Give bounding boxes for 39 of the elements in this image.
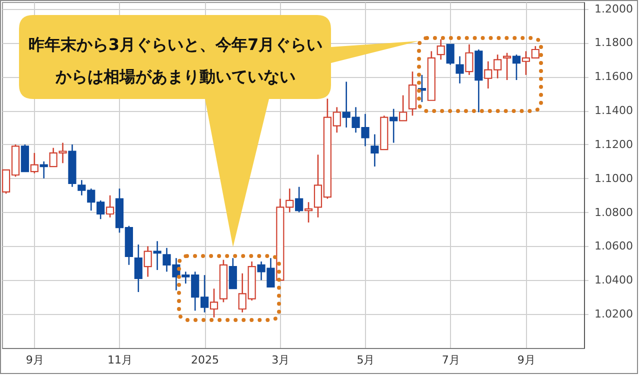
candlestick (370, 134, 379, 168)
candlestick (390, 108, 398, 144)
candlestick (465, 44, 474, 76)
y-tick-label: 1.1000 (594, 172, 633, 185)
y-tick-label: 1.1800 (594, 36, 633, 50)
candlestick (153, 240, 162, 271)
x-tick-label: 9月 (26, 354, 44, 366)
y-tick-label: 1.0400 (594, 274, 633, 287)
candlestick (446, 44, 454, 66)
candlestick (512, 54, 521, 81)
candlestick (228, 257, 237, 290)
y-tick-label: 1.0200 (594, 308, 633, 321)
candlestick (408, 70, 417, 116)
x-tick-label: 5月 (356, 354, 375, 366)
x-tick-label: 11月 (107, 354, 132, 366)
speech-bubble: 昨年末から3月ぐらいと、今年7月ぐらいからは相場があまり動いていない (19, 15, 421, 249)
y-tick-label: 1.1200 (594, 138, 633, 151)
candlestick (456, 56, 464, 84)
x-tick-label: 2025 (191, 354, 220, 366)
candlestick (106, 194, 114, 218)
candlestick (502, 52, 512, 81)
candlestick (144, 246, 152, 278)
candlestick (295, 186, 304, 213)
y-tick-label: 1.0600 (594, 240, 633, 253)
annotation: 昨年末から3月ぐらいと、今年7月ぐらいからは相場があまり動いていない (27, 34, 324, 88)
candlestick (134, 244, 142, 293)
y-tick-label: 1.0800 (594, 206, 633, 219)
x-tick-label: 7月 (442, 354, 460, 366)
candlestick (30, 152, 38, 174)
candlestick (304, 201, 313, 224)
x-tick-label: 9月 (517, 354, 536, 366)
y-tick-label: 1.1600 (594, 70, 633, 84)
x-tick-label: 3月 (272, 354, 290, 366)
candlestick (40, 160, 48, 180)
y-tick-label: 1.1400 (594, 104, 633, 118)
candlestick (399, 94, 408, 122)
candlestick (210, 288, 218, 318)
candlestick (436, 38, 445, 60)
y-tick-label: 1.2000 (594, 2, 633, 16)
